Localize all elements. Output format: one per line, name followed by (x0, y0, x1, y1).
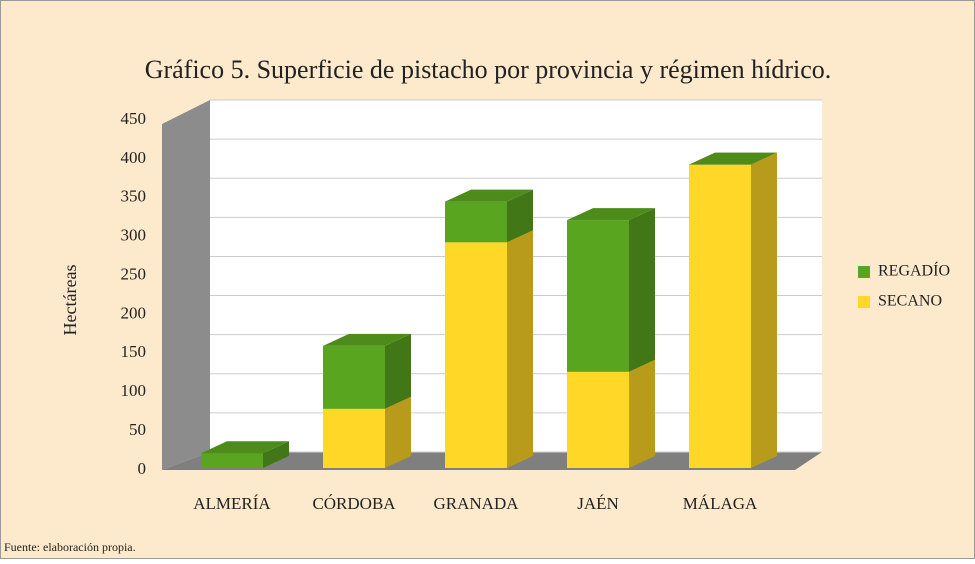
x-tick-label: JAÉN (577, 494, 619, 513)
y-tick-label: 100 (121, 381, 147, 400)
legend-label: SECANO (878, 293, 942, 310)
bar-side (629, 208, 655, 372)
y-axis-label: Hectáreas (60, 265, 80, 336)
x-tick-label: ALMERÍA (193, 494, 271, 513)
y-tick-label: 350 (121, 187, 147, 206)
bar (201, 441, 289, 468)
bar-front (201, 453, 263, 468)
bar-front (323, 408, 385, 468)
bar-front (567, 220, 629, 372)
footer: Fuente: elaboración propia. (4, 540, 136, 554)
x-tick-label: CÓRDOBA (312, 494, 396, 513)
x-tick-label: GRANADA (434, 494, 520, 513)
bar-top (201, 441, 289, 454)
y-tick-label: 50 (129, 420, 146, 439)
bar-front (445, 201, 507, 243)
bar-top (445, 189, 533, 202)
legend-label: REGADÍO (878, 261, 950, 280)
bar-side (507, 189, 533, 243)
bar-side (751, 152, 777, 468)
y-tick-label: 300 (121, 226, 147, 245)
y-tick-label: 0 (138, 459, 147, 478)
bar-side (385, 333, 411, 409)
y-tick-label: 150 (121, 342, 147, 361)
x-tick-label: MÁLAGA (683, 494, 758, 513)
bar-front (445, 242, 507, 468)
bar-front (323, 345, 385, 409)
chart-title: Gráfico 5. Superficie de pistacho por pr… (145, 55, 832, 84)
bar-front (567, 371, 629, 468)
y-tick-label: 200 (121, 303, 147, 322)
bar (567, 208, 655, 372)
bar (323, 333, 411, 409)
bar-side (629, 359, 655, 468)
bar-side (507, 230, 533, 468)
bar (567, 359, 655, 468)
bar (445, 189, 533, 243)
y-tick-label: 400 (121, 148, 147, 167)
y-tick-label: 450 (121, 109, 147, 128)
bar-front (689, 164, 751, 468)
left-wall (162, 100, 210, 470)
bar-top (567, 208, 655, 221)
legend-swatch (858, 296, 870, 308)
bar-top (323, 333, 411, 346)
legend-swatch (858, 266, 870, 278)
bar-side (263, 441, 289, 468)
bar-top (689, 152, 777, 165)
bar (689, 152, 777, 165)
y-tick-label: 250 (121, 264, 147, 283)
bar-side (385, 396, 411, 468)
bar (445, 230, 533, 468)
bar (689, 152, 777, 468)
